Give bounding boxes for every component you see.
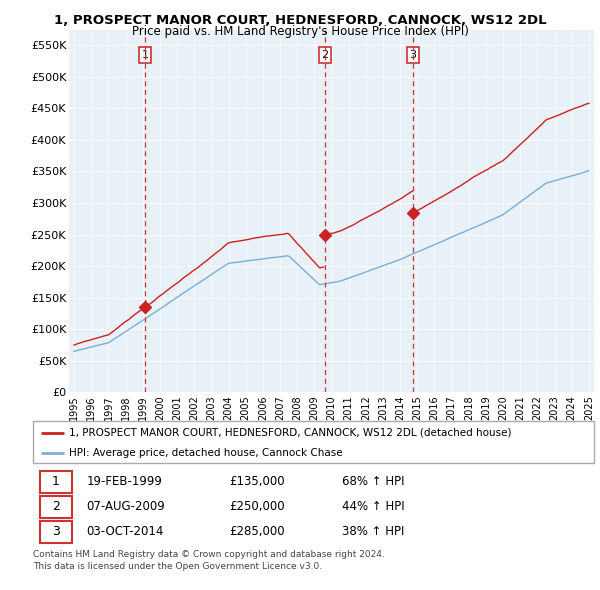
Text: 1, PROSPECT MANOR COURT, HEDNESFORD, CANNOCK, WS12 2DL (detached house): 1, PROSPECT MANOR COURT, HEDNESFORD, CAN… <box>70 428 512 438</box>
Text: HPI: Average price, detached house, Cannock Chase: HPI: Average price, detached house, Cann… <box>70 448 343 457</box>
Text: 1: 1 <box>52 476 60 489</box>
FancyBboxPatch shape <box>40 496 72 517</box>
Text: 1, PROSPECT MANOR COURT, HEDNESFORD, CANNOCK, WS12 2DL: 1, PROSPECT MANOR COURT, HEDNESFORD, CAN… <box>53 14 547 27</box>
Text: 44% ↑ HPI: 44% ↑ HPI <box>341 500 404 513</box>
FancyBboxPatch shape <box>40 521 72 543</box>
Text: 2: 2 <box>322 50 329 60</box>
Text: Contains HM Land Registry data © Crown copyright and database right 2024.: Contains HM Land Registry data © Crown c… <box>33 550 385 559</box>
Text: £285,000: £285,000 <box>229 525 285 538</box>
Text: Price paid vs. HM Land Registry's House Price Index (HPI): Price paid vs. HM Land Registry's House … <box>131 25 469 38</box>
Text: 19-FEB-1999: 19-FEB-1999 <box>86 476 162 489</box>
Text: £250,000: £250,000 <box>229 500 285 513</box>
Text: This data is licensed under the Open Government Licence v3.0.: This data is licensed under the Open Gov… <box>33 562 322 571</box>
Text: 07-AUG-2009: 07-AUG-2009 <box>86 500 165 513</box>
Text: 2: 2 <box>52 500 60 513</box>
Text: 68% ↑ HPI: 68% ↑ HPI <box>341 476 404 489</box>
Text: £135,000: £135,000 <box>229 476 285 489</box>
Text: 38% ↑ HPI: 38% ↑ HPI <box>341 525 404 538</box>
Text: 03-OCT-2014: 03-OCT-2014 <box>86 525 164 538</box>
Text: 3: 3 <box>409 50 416 60</box>
Text: 3: 3 <box>52 525 60 538</box>
Text: 1: 1 <box>142 50 148 60</box>
FancyBboxPatch shape <box>40 471 72 493</box>
